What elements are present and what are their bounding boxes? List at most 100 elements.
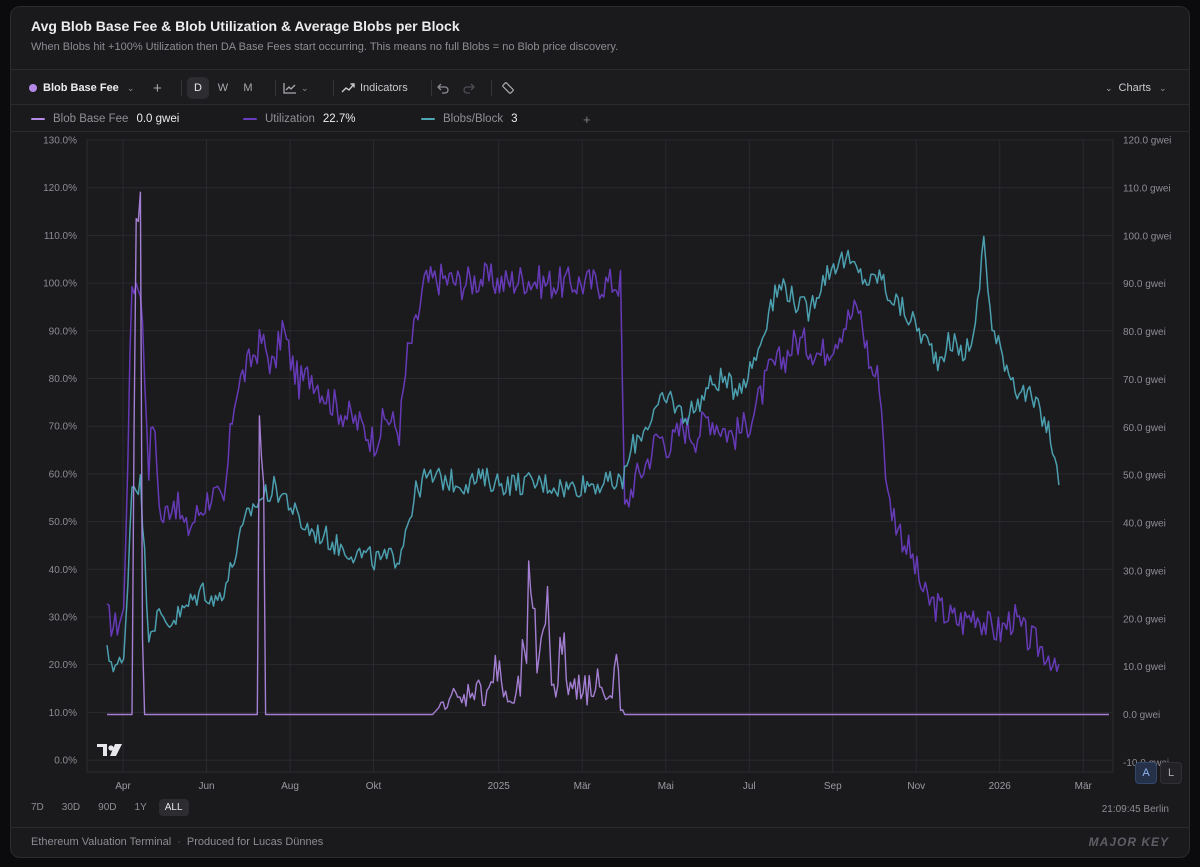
right-tick-label: 30.0 gwei (1123, 566, 1166, 577)
x-tick-label: Mär (574, 781, 592, 792)
add-symbol-button[interactable]: + (153, 70, 162, 106)
x-tick-label: Apr (115, 781, 131, 792)
toolbar: Blob Base Fee ⌄ + D W M ⌄ Indicators (11, 69, 1189, 105)
x-tick-label: Nov (907, 781, 925, 792)
range-all-button[interactable]: ALL (158, 799, 189, 816)
right-axis: 120.0 gwei 110.0 gwei 100.0 gwei 90.0 gwei 8… (1123, 136, 1171, 769)
x-tick-label: Aug (281, 781, 299, 792)
right-tick-label: 0.0 gwei (1123, 710, 1160, 721)
right-tick-label: 120.0 gwei (1123, 136, 1171, 147)
x-tick-label: Sep (824, 781, 842, 792)
tradingview-logo (97, 744, 122, 756)
chart-grid (86, 139, 1114, 773)
left-tick-label: 30.0% (49, 612, 77, 623)
range-1y-button[interactable]: 1Y (134, 802, 147, 813)
footer-produced-for: Produced for Lucas Dünnes (186, 836, 324, 848)
undo-button[interactable] (437, 70, 449, 106)
chart-series (106, 191, 1109, 716)
legend-name: Blobs/Block (443, 113, 504, 125)
right-tick-label: 50.0 gwei (1123, 471, 1166, 482)
legend-swatch (31, 118, 45, 120)
legend-item-utilization[interactable]: Utilization 22.7% (243, 106, 355, 132)
x-tick-label: 2025 (488, 781, 511, 792)
left-tick-label: 0.0% (54, 756, 77, 767)
interval-d-button[interactable]: D (187, 77, 209, 99)
auto-scale-button[interactable]: A (1135, 762, 1157, 784)
legend-value: 3 (511, 113, 518, 125)
left-tick-label: 100.0% (43, 279, 77, 290)
ruler-icon (502, 82, 514, 94)
range-90d-button[interactable]: 90D (98, 802, 117, 813)
x-tick-label: Mai (658, 781, 674, 792)
clock: 21:09:45 Berlin (1101, 804, 1169, 815)
range-7d-button[interactable]: 7D (31, 802, 44, 813)
indicators-button[interactable]: Indicators (341, 70, 408, 106)
left-tick-label: 90.0% (49, 326, 77, 337)
right-tick-label: 60.0 gwei (1123, 423, 1166, 434)
right-tick-label: 10.0 gwei (1123, 662, 1166, 673)
measure-button[interactable] (501, 70, 515, 106)
series-line-utilization (106, 262, 1060, 673)
legend-swatch (421, 118, 435, 120)
left-tick-label: 60.0% (49, 469, 77, 480)
legend-item-blob-base-fee[interactable]: Blob Base Fee 0.0 gwei (31, 106, 179, 132)
undo-icon (437, 83, 449, 94)
left-tick-label: 20.0% (49, 660, 77, 671)
brand-logo: MAJOR KEY (1088, 835, 1169, 849)
add-series-button[interactable]: + (583, 106, 591, 132)
plus-icon: + (153, 79, 162, 97)
range-30d-button[interactable]: 30D (61, 802, 81, 813)
charts-menu-button[interactable]: ⌄ Charts ⌄ (1105, 70, 1167, 106)
left-tick-label: 130.0% (43, 136, 77, 147)
x-tick-label: Okt (366, 781, 382, 792)
chevron-down-icon: ⌄ (1105, 82, 1113, 93)
chart-type-icon (283, 83, 296, 94)
left-tick-label: 40.0% (49, 565, 77, 576)
symbol-selector[interactable]: Blob Base Fee ⌄ (29, 70, 134, 106)
legend-value: 0.0 gwei (136, 113, 180, 125)
interval-m-button[interactable]: M (243, 82, 253, 94)
left-tick-label: 10.0% (49, 708, 77, 719)
chart-type-button[interactable]: ⌄ (283, 70, 309, 106)
interval-w-button[interactable]: W (217, 82, 229, 94)
page-subtitle: When Blobs hit +100% Utilization then DA… (31, 41, 619, 53)
left-tick-label: 80.0% (49, 374, 77, 385)
right-tick-label: 100.0 gwei (1123, 231, 1171, 242)
toolbar-divider (181, 80, 182, 96)
symbol-label: Blob Base Fee (43, 82, 119, 94)
plus-icon: + (583, 111, 591, 127)
footer-credits: Ethereum Valuation Terminal · Produced for… (31, 836, 323, 848)
left-tick-label: 110.0% (44, 231, 77, 242)
page-title: Avg Blob Base Fee & Blob Utilization & A… (31, 18, 460, 34)
plot-area (86, 139, 1114, 773)
legend-value: 22.7% (322, 113, 356, 125)
left-tick-label: 50.0% (49, 517, 77, 528)
series-line-blob-base-fee (107, 191, 1109, 716)
left-axis: 130.0% 120.0% 110.0% 100.0% 90.0% 80.0% 70.0% 6… (43, 136, 77, 767)
footer: Ethereum Valuation Terminal · Produced for… (11, 827, 1189, 857)
x-tick-label: Jul (743, 781, 756, 792)
chart-canvas[interactable]: 130.0% 120.0% 110.0% 100.0% 90.0% 80.0% 70.0% 6… (11, 132, 1190, 793)
left-tick-label: 120.0% (43, 183, 77, 194)
interval-group: D W M (187, 70, 259, 106)
chevron-down-icon: ⌄ (301, 82, 309, 93)
right-tick-label: 20.0 gwei (1123, 614, 1166, 625)
legend-item-blobs-per-block[interactable]: Blobs/Block 3 (421, 106, 518, 132)
x-tick-label: Mär (1075, 781, 1093, 792)
log-scale-button[interactable]: L (1160, 762, 1182, 784)
right-tick-label: 80.0 gwei (1123, 327, 1166, 338)
footer-separator: · (177, 836, 181, 848)
footer-app-name: Ethereum Valuation Terminal (31, 836, 172, 848)
charts-label: Charts (1118, 82, 1151, 94)
chevron-down-icon: ⌄ (126, 82, 135, 93)
series-line-blobs-block (106, 235, 1060, 673)
legend-name: Utilization (265, 113, 315, 125)
toolbar-divider (491, 80, 492, 96)
indicators-icon (341, 83, 355, 93)
toolbar-divider (431, 80, 432, 96)
x-tick-label: 2026 (989, 781, 1012, 792)
range-selector: 7D 30D 90D 1Y ALL (25, 799, 189, 816)
redo-button[interactable] (463, 70, 475, 106)
chart-panel: Avg Blob Base Fee & Blob Utilization & A… (10, 6, 1190, 858)
legend-name: Blob Base Fee (53, 113, 129, 125)
